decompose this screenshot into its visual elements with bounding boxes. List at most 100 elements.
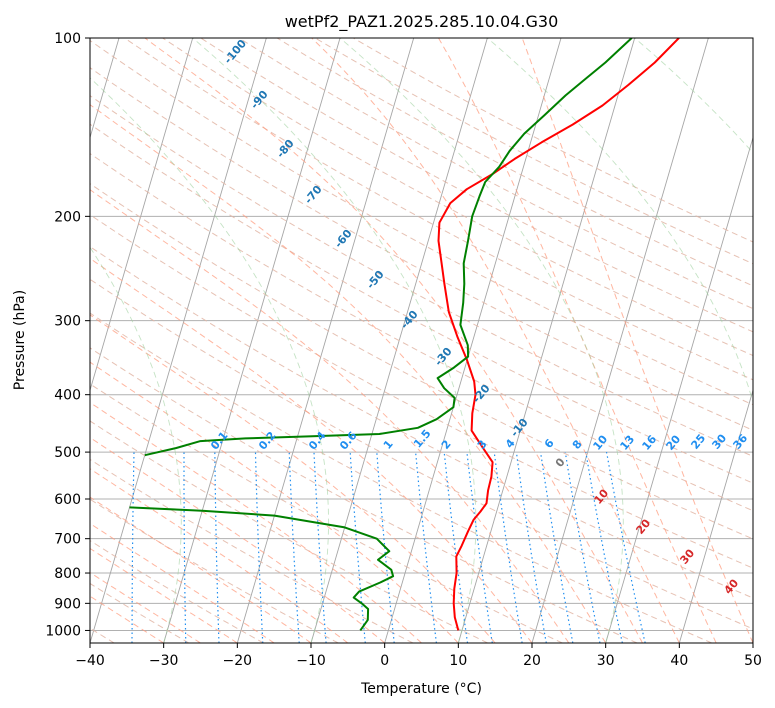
dry-adiabat-line [238, 38, 753, 310]
zero-value-label: 0 [553, 455, 568, 469]
mixing-ratio-line [376, 452, 395, 643]
y-tick-label: 100 [54, 31, 81, 47]
dry-adiabat-line [314, 38, 753, 265]
moist-adiabat-line [90, 104, 607, 643]
warm-value-label: 40 [721, 576, 741, 596]
mixing-ratio-value-label: 8 [570, 438, 585, 452]
dry-adiabat-line [90, 39, 753, 406]
dry-adiabat-line [90, 278, 753, 630]
y-tick-label: 300 [54, 314, 81, 330]
dry-adiabat-line [90, 183, 753, 540]
dry-adiabat-line [90, 95, 753, 457]
mixing-ratio-line [313, 452, 327, 643]
mixing-ratio-line [585, 451, 623, 643]
mixing-ratio-line [183, 452, 187, 643]
x-tick-label: 30 [597, 653, 615, 669]
x-tick-label: −40 [75, 653, 105, 669]
plot-frame [89, 37, 754, 644]
isotherm-value-label: -40 [398, 308, 421, 332]
mixing-ratio-line [288, 452, 300, 643]
dry-adiabat-line [162, 38, 753, 357]
chart-title: wetPf2_PAZ1.2025.285.10.04.G30 [285, 12, 559, 32]
mixing-ratio-value-label: 3 [475, 438, 490, 452]
moist-adiabat-line [90, 522, 275, 643]
moist-adiabat-line [90, 496, 312, 643]
auxiliary-curve [192, 38, 477, 643]
y-tick-label: 200 [54, 209, 81, 225]
y-tick-label: 900 [54, 596, 81, 612]
dry-adiabat-line [276, 38, 753, 287]
dry-adiabat-line [90, 458, 414, 643]
y-tick-label: 500 [54, 445, 81, 461]
dry-adiabat-line [90, 347, 638, 643]
y-axis-label: Pressure (hPa) [12, 290, 28, 390]
isotherm-value-label: -10 [508, 416, 531, 440]
isotherm-line [236, 38, 415, 643]
isotherm-value-label: -60 [332, 227, 355, 251]
auxiliary-curve [339, 38, 624, 643]
mixing-ratio-value-label: 1 [381, 438, 396, 452]
dry-adiabat-line [90, 152, 753, 512]
moist-adiabat-line [90, 436, 386, 643]
y-tick-label: 800 [54, 566, 81, 582]
moist-adiabat-line [90, 571, 201, 643]
mixing-ratio-line [254, 452, 264, 643]
isotherm-line [752, 641, 753, 643]
auxiliary-curve [634, 38, 753, 154]
dry-adiabat-line [353, 38, 753, 243]
isotherm-value-label: -100 [221, 37, 249, 67]
isotherm-line [531, 38, 709, 643]
isotherm-value-label: -80 [274, 137, 297, 161]
dewpoint-trace-lower [129, 506, 395, 631]
moist-adiabat-line [90, 361, 459, 643]
mixing-ratio-line [564, 452, 601, 643]
isotherm-line [384, 38, 562, 643]
x-tick-label: 10 [449, 653, 467, 669]
mixing-ratio-value-label: 0.2 [256, 429, 278, 452]
mixing-ratio-line [540, 452, 574, 643]
x-tick-label: 20 [523, 653, 541, 669]
moist-adiabat-line [90, 257, 533, 643]
auxiliary-curve [90, 77, 330, 643]
moist-adiabat-line [311, 38, 680, 643]
warm-value-label: 30 [677, 546, 697, 566]
isotherm-value-label: -50 [364, 268, 387, 292]
mixing-ratio-value-label: 25 [688, 432, 708, 452]
dry-adiabat-line [124, 38, 753, 381]
dry-adiabat-line [90, 67, 753, 431]
dry-adiabat-line [200, 38, 753, 333]
dewpoint-trace-upper [144, 38, 633, 457]
mixing-ratio-line [415, 452, 437, 643]
mixing-ratio-line [82, 452, 87, 643]
mixing-ratio-line [466, 452, 493, 643]
isotherm-line [90, 38, 194, 392]
mixing-ratio-value-label: 13 [617, 433, 637, 453]
temperature-trace [437, 38, 680, 631]
dry-adiabat-line [90, 498, 339, 643]
mixing-ratio-line [131, 452, 135, 643]
isotherm-line [678, 388, 753, 643]
dry-adiabat-line [90, 214, 753, 569]
x-tick-label: 40 [670, 653, 688, 669]
dry-adiabat-line [90, 383, 563, 643]
mixing-ratio-value-label: 16 [639, 432, 659, 452]
moist-adiabat-line [521, 38, 753, 643]
moist-adiabat-line [90, 189, 570, 643]
mixing-ratio-line [214, 452, 220, 643]
isotherm-value-label: -70 [302, 183, 325, 207]
dry-adiabat-line [90, 582, 190, 643]
x-tick-label: −10 [296, 653, 326, 669]
moist-adiabat-line [90, 314, 496, 643]
moist-adiabat-line [438, 38, 717, 643]
mixing-ratio-line [443, 452, 469, 643]
mixing-ratio-line [349, 452, 366, 643]
isotherm-value-label: -30 [432, 345, 455, 369]
dry-adiabat-line [90, 123, 753, 484]
warm-value-label: 20 [633, 516, 653, 536]
mixing-ratio-value-label: 10 [590, 432, 610, 452]
moist-adiabat-line [90, 468, 349, 643]
auxiliary-curve [90, 246, 182, 643]
mixing-ratio-value-label: 30 [709, 431, 729, 451]
x-tick-label: −20 [223, 653, 253, 669]
